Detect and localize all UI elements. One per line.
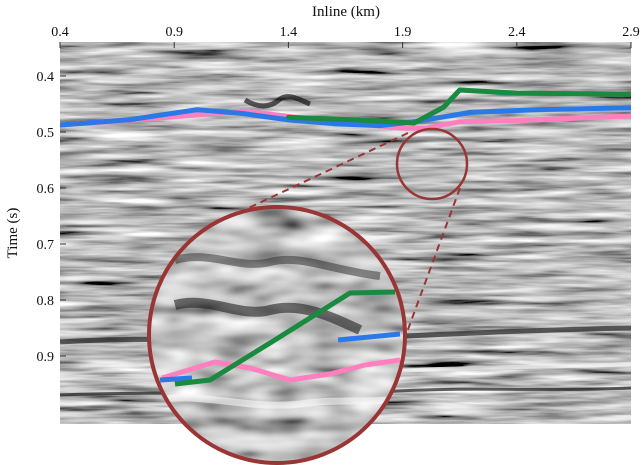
inset-magnified-view (147, 205, 407, 465)
horizon-line-2 (285, 87, 631, 126)
inset-horizon-blue-right (337, 331, 401, 343)
zoom-source-circle (395, 127, 469, 201)
inset-connectors (239, 132, 461, 344)
y-tick-label: 0.8 (37, 294, 55, 309)
y-tick-label: 0.7 (37, 238, 55, 253)
inset-horizon-blue (159, 375, 193, 383)
inset-horizon-green (174, 289, 396, 387)
horizon-line-0 (60, 108, 631, 131)
horizon-line-1 (60, 105, 631, 129)
x-axis-label: Inline (km) (312, 4, 380, 20)
x-tick-label: 1.9 (394, 25, 412, 40)
x-tick-label: 1.4 (280, 25, 298, 40)
y-tick-label: 0.5 (37, 126, 55, 141)
x-tick-label: 0.9 (165, 25, 183, 40)
x-tick-label: 2.4 (508, 25, 526, 40)
x-tick-label: 2.9 (622, 25, 640, 40)
y-tick-label: 0.9 (37, 350, 55, 365)
x-tick-label: 0.4 (51, 25, 69, 40)
y-tick-label: 0.6 (37, 182, 55, 197)
inset-horizon-pink (161, 357, 401, 383)
y-axis-label: Time (s) (5, 208, 21, 259)
y-tick-label: 0.4 (37, 70, 55, 85)
